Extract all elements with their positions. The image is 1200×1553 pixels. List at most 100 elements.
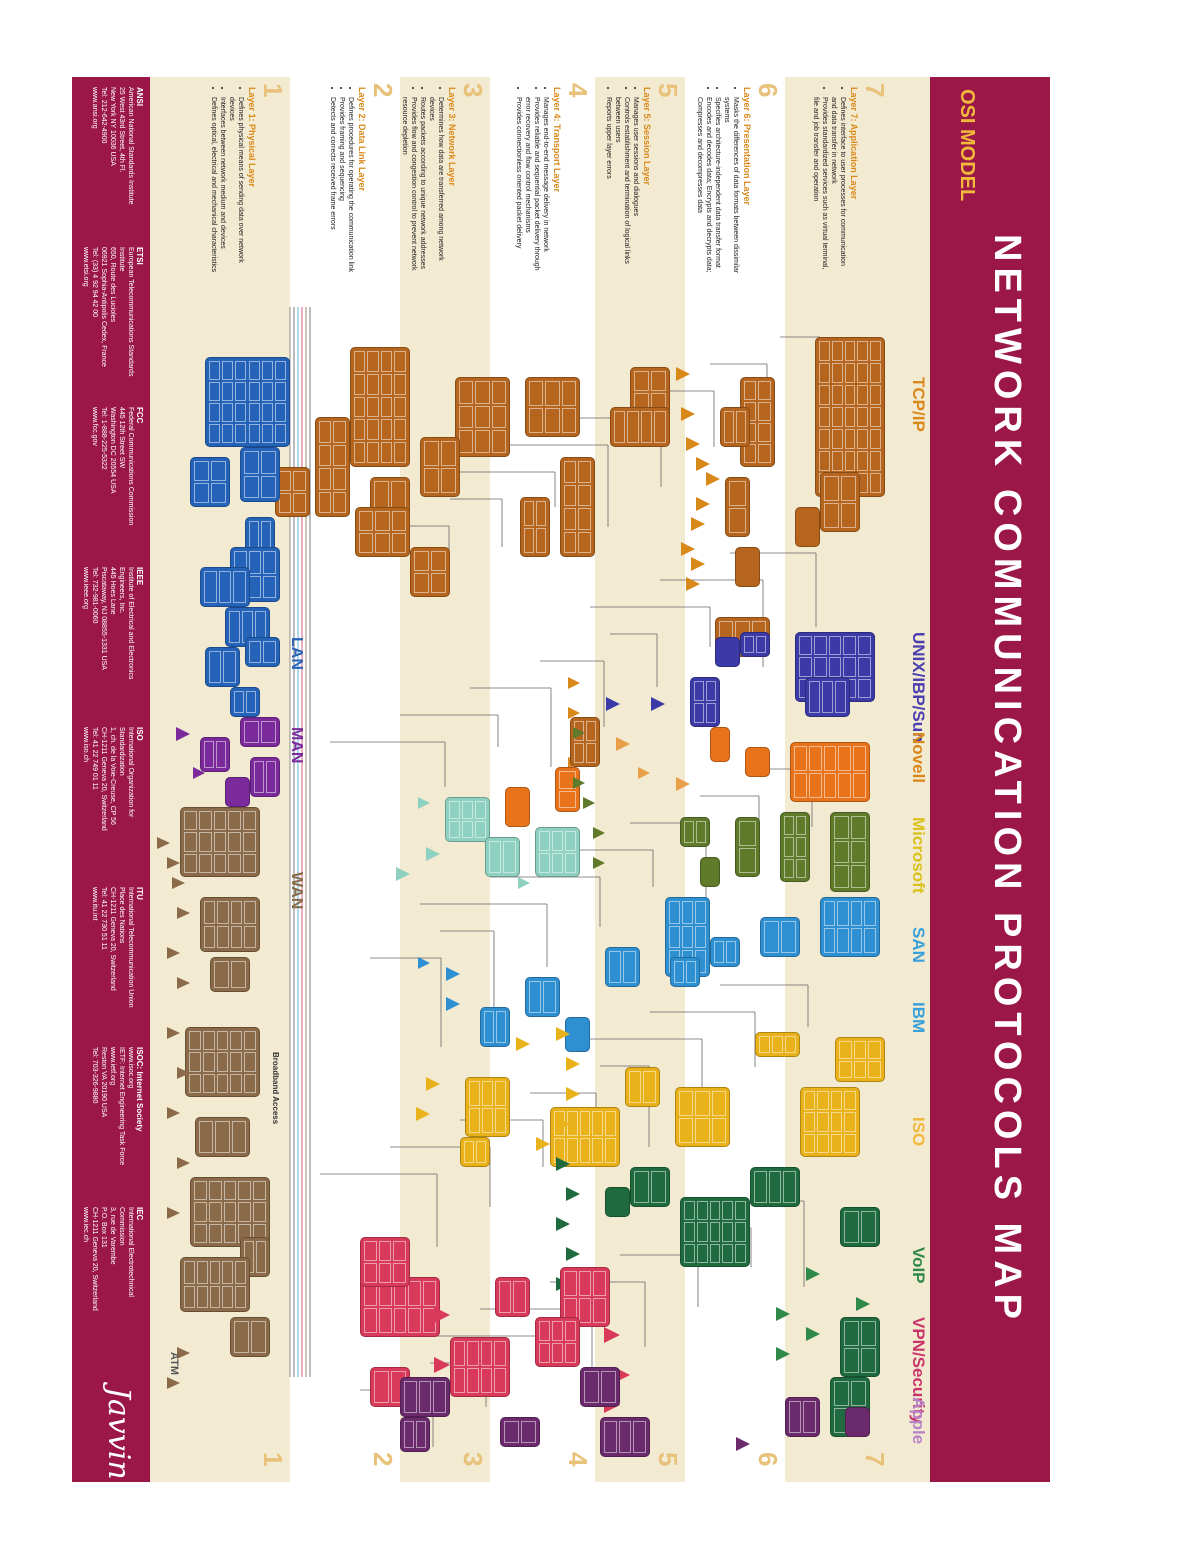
protocol-cell [764, 921, 779, 953]
protocol-cell [279, 493, 292, 513]
protocol-cell [484, 1011, 494, 1043]
protocol-cell [367, 442, 379, 463]
protocol-cell [870, 341, 881, 361]
protocol-cell [853, 1041, 867, 1059]
protocol-block [450, 1337, 510, 1397]
protocol-cell [623, 951, 636, 983]
protocol-cell [851, 840, 866, 864]
protocol-cell [213, 811, 227, 831]
protocol-cell [784, 816, 794, 836]
protocol-triangle [556, 1117, 570, 1131]
protocol-block [845, 1407, 870, 1437]
org-name: FCC [135, 407, 144, 424]
protocol-cell [578, 484, 591, 506]
protocol-cell [378, 1263, 392, 1283]
protocol-cell [354, 373, 366, 395]
protocol-cell [841, 503, 856, 528]
protocol-triangle [806, 1327, 820, 1341]
protocol-cell [819, 429, 830, 449]
protocol-cell [824, 503, 839, 528]
protocol-cell [564, 531, 577, 553]
protocol-block [465, 1077, 510, 1137]
protocol-triangle [446, 997, 460, 1011]
protocol-cell [194, 461, 209, 481]
protocol-cell [565, 1343, 576, 1363]
protocol-cell [565, 1321, 576, 1341]
protocol-cell [724, 411, 734, 443]
protocol-cell [824, 901, 836, 926]
protocol-block [600, 1417, 650, 1457]
protocol-cell [868, 1041, 881, 1059]
protocol-triangle [434, 1357, 450, 1373]
protocol-cell [768, 1171, 782, 1203]
protocol-block [225, 777, 250, 807]
org-detail: 06921 Sophia-Antipolis Cedex, France [100, 247, 107, 367]
protocol-cell [605, 1138, 616, 1163]
protocol-cell [593, 1271, 606, 1296]
protocol-cell [424, 468, 439, 493]
protocol-cell [759, 1036, 770, 1053]
protocol-cell [475, 430, 490, 453]
protocol-cell [819, 341, 830, 361]
protocol-cell [819, 385, 830, 405]
protocol-cell [643, 1071, 656, 1103]
protocol-cell [248, 403, 260, 422]
protocol-cell [851, 1381, 866, 1406]
protocol-cell [604, 1421, 617, 1453]
protocol-block [350, 347, 410, 467]
protocol-triangle [616, 737, 630, 751]
protocol-cell [354, 419, 366, 441]
protocol-cell [364, 1308, 377, 1333]
protocol-cell [209, 361, 221, 380]
protocol-cell [722, 1201, 734, 1221]
protocol-cell [459, 430, 474, 453]
network-label: MAN [288, 727, 305, 764]
protocol-triangle [566, 1247, 580, 1261]
protocol-cell [244, 1031, 256, 1051]
protocol-cell [545, 408, 560, 433]
protocol-block [315, 417, 350, 517]
protocol-cell [586, 743, 596, 763]
standards-org: ISOC: Internet Society www.isoc.org IETF: … [90, 1047, 144, 1177]
protocol-block [535, 1317, 580, 1367]
protocol-cell [539, 831, 550, 851]
protocol-block [185, 1027, 260, 1097]
protocol-cell [851, 901, 863, 926]
protocol-cell [831, 341, 843, 361]
protocol-block [500, 1417, 540, 1447]
protocol-cell [209, 1261, 221, 1284]
protocol-block [445, 797, 490, 842]
protocol-block [735, 547, 760, 587]
protocol-cell [853, 746, 866, 771]
protocol-cell [679, 1091, 694, 1116]
protocol-cell [684, 821, 694, 843]
protocol-cell [564, 1271, 577, 1296]
protocol-cell [799, 657, 812, 677]
protocol-cell [559, 790, 576, 808]
protocol-block [820, 897, 880, 957]
protocol-cell [248, 424, 260, 443]
protocol-cell [785, 1036, 796, 1053]
protocol-cell [213, 853, 227, 873]
poster-rotated-canvas: NETWORK COMMUNICATION PROTOCOLS MAP OSI … [72, 77, 1050, 1482]
org-name: ISOC: Internet Society [135, 1047, 144, 1132]
protocol-cell [208, 1202, 222, 1222]
protocol-cell [235, 424, 247, 443]
protocol-triangle [167, 857, 180, 869]
protocol-cell [243, 832, 256, 852]
org-detail: Piscataway, NJ 08855-1331 USA [100, 567, 107, 670]
protocol-cell [293, 493, 306, 513]
protocol-cell [364, 1241, 377, 1261]
protocol-cell [857, 341, 869, 361]
protocol-cell [414, 573, 429, 593]
protocol-cell [367, 419, 379, 441]
protocol-cell [198, 853, 212, 873]
protocol-block [820, 472, 860, 532]
network-label: ATM [168, 1352, 180, 1376]
protocol-cell [333, 491, 346, 513]
network-label: LAN [288, 637, 305, 670]
protocol-cell [641, 411, 653, 443]
protocol-triangle [177, 977, 190, 989]
protocol-cell [319, 491, 332, 513]
protocol-triangle [566, 1087, 580, 1101]
